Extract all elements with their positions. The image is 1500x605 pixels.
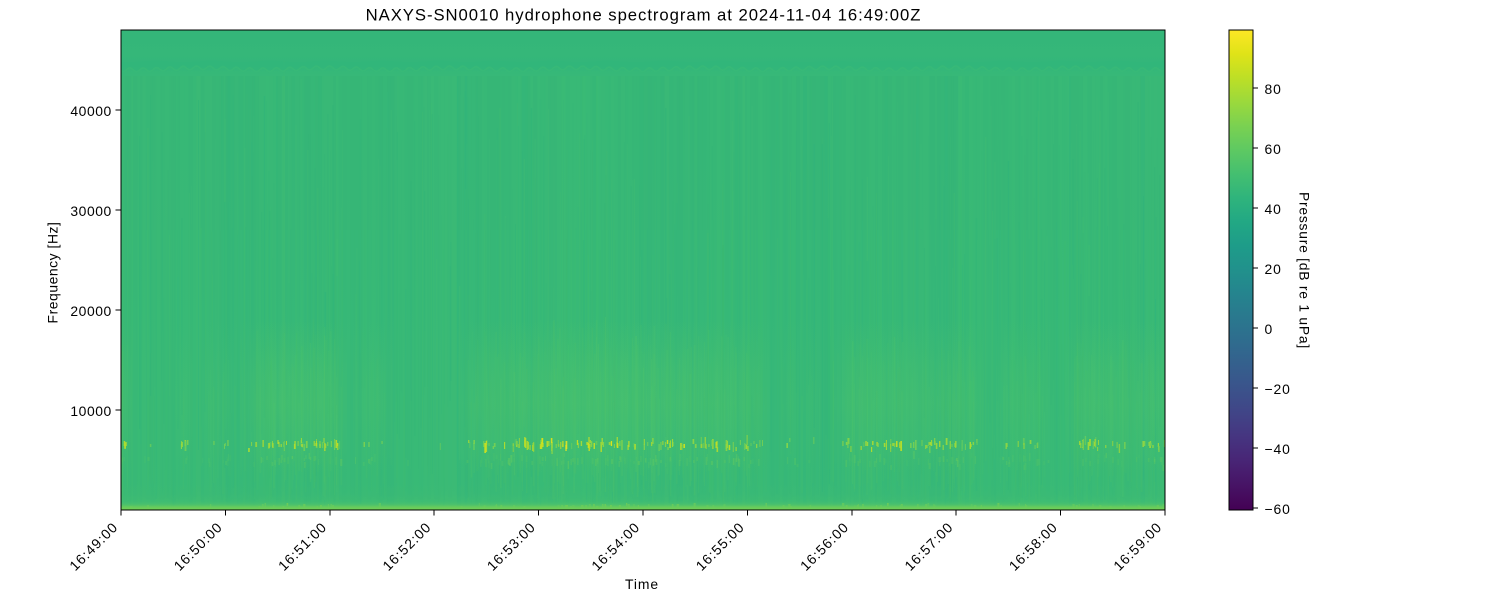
- svg-text:NAXYS-SN0010 hydrophone spectr: NAXYS-SN0010 hydrophone spectrogram at 2…: [366, 5, 922, 24]
- svg-text:40000: 40000: [70, 103, 111, 119]
- svg-text:20: 20: [1265, 261, 1282, 277]
- svg-text:Frequency [Hz]: Frequency [Hz]: [45, 222, 61, 324]
- svg-text:−20: −20: [1265, 381, 1291, 397]
- svg-text:40: 40: [1265, 201, 1282, 217]
- svg-text:Time: Time: [625, 576, 659, 592]
- svg-text:80: 80: [1265, 81, 1282, 97]
- svg-text:10000: 10000: [70, 403, 111, 419]
- svg-text:60: 60: [1265, 141, 1282, 157]
- svg-text:−40: −40: [1265, 441, 1291, 457]
- svg-text:20000: 20000: [70, 303, 111, 319]
- svg-text:30000: 30000: [70, 203, 111, 219]
- svg-text:Pressure [dB re 1 uPa]: Pressure [dB re 1 uPa]: [1297, 192, 1313, 349]
- svg-text:−60: −60: [1265, 501, 1291, 517]
- svg-text:0: 0: [1265, 321, 1274, 337]
